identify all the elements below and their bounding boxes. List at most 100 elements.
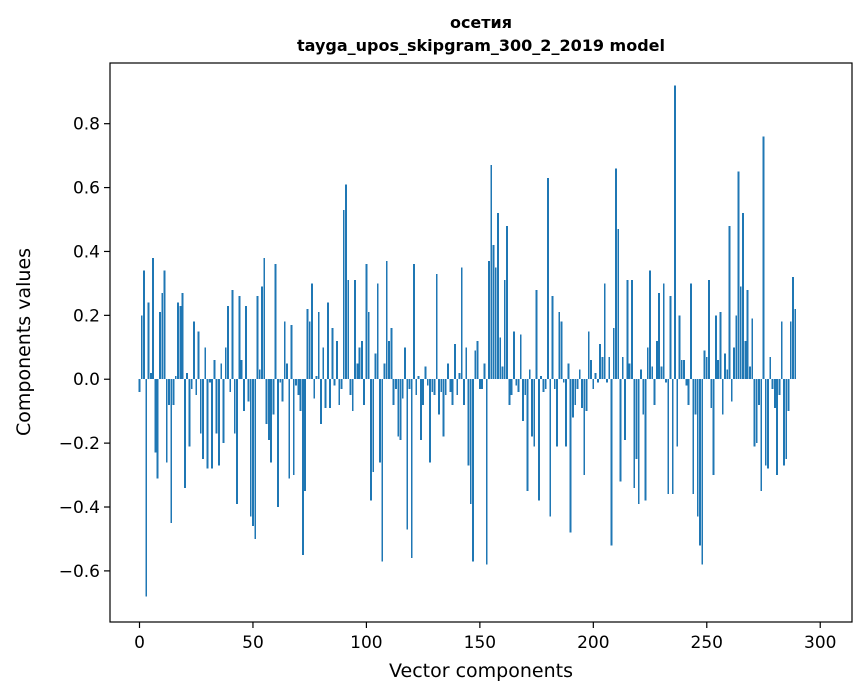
y-tick-label: −0.6	[59, 562, 100, 582]
bar-121	[413, 264, 415, 380]
bar-222	[642, 379, 645, 415]
bar-139	[454, 344, 456, 380]
bar-277	[767, 379, 769, 469]
bar-263	[735, 315, 738, 380]
bar-73	[304, 379, 307, 492]
bar-279	[771, 379, 774, 389]
bar-209	[612, 328, 615, 380]
bar-251	[708, 280, 710, 380]
x-tick-label: 0	[134, 633, 145, 653]
bar-224	[646, 347, 649, 380]
bar-5	[149, 372, 152, 380]
bar-87	[336, 340, 338, 380]
bar-107	[381, 379, 384, 562]
y-tick-label: −0.2	[59, 434, 100, 454]
bar-27	[199, 379, 202, 434]
bar-238	[678, 315, 681, 380]
bar-3	[145, 379, 148, 597]
bar-18	[179, 305, 182, 380]
bar-24	[193, 321, 195, 380]
bar-83	[326, 302, 329, 380]
bar-142	[460, 267, 463, 380]
bar-106	[379, 379, 381, 463]
bar-91	[345, 184, 347, 380]
x-tick-label: 200	[577, 633, 609, 653]
bar-58	[270, 379, 273, 463]
bar-141	[458, 372, 461, 380]
bar-71	[299, 379, 302, 412]
bar-182	[551, 296, 554, 380]
chart-subtitle: tayga_upos_skipgram_300_2_2019 model	[297, 36, 665, 55]
bar-113	[395, 379, 397, 389]
bar-276	[764, 379, 767, 466]
bar-65	[286, 363, 288, 380]
bar-160	[501, 366, 504, 380]
x-tick-label: 50	[242, 633, 264, 653]
bar-7	[154, 379, 157, 453]
bar-203	[599, 344, 602, 380]
y-tick-label: 0.0	[73, 370, 100, 390]
bar-36	[220, 363, 223, 380]
bar-262	[733, 347, 735, 380]
bar-214	[624, 379, 626, 440]
bar-186	[560, 321, 563, 380]
bar-46	[242, 379, 245, 412]
bar-103	[372, 379, 375, 472]
bar-254	[714, 315, 717, 380]
bar-179	[544, 379, 547, 389]
bar-232	[665, 379, 667, 383]
bar-115	[399, 379, 402, 440]
bar-132	[438, 379, 440, 415]
bar-180	[547, 177, 549, 380]
chart-title: осетия	[450, 13, 512, 32]
bar-218	[633, 379, 636, 488]
bar-6	[152, 257, 155, 380]
bar-189	[567, 363, 570, 380]
x-axis-ticks: 0 50 100 150 200 250 300	[134, 622, 836, 653]
bar-33	[213, 360, 216, 380]
bar-41	[231, 289, 234, 380]
bar-129	[431, 379, 434, 393]
bar-230	[660, 366, 663, 380]
bar-118	[406, 379, 409, 530]
bar-237	[676, 379, 679, 447]
bar-161	[503, 280, 506, 380]
bar-273	[758, 379, 760, 405]
bar-283	[780, 321, 783, 380]
bar-72	[301, 379, 304, 555]
bar-112	[392, 379, 395, 405]
bar-260	[728, 225, 731, 380]
bar-184	[556, 379, 558, 447]
bar-255	[717, 360, 720, 380]
bar-50	[252, 379, 254, 527]
bar-233	[667, 379, 670, 495]
bar-229	[658, 292, 661, 380]
bar-211	[617, 229, 620, 380]
bar-108	[383, 363, 386, 380]
bar-105	[376, 283, 379, 380]
y-tick-label: 0.8	[73, 115, 100, 135]
bar-124	[419, 379, 422, 440]
y-tick-label: −0.4	[59, 498, 100, 518]
bar-226	[651, 366, 654, 380]
bar-74	[306, 308, 309, 380]
bar-176	[537, 379, 540, 501]
bar-281	[776, 379, 779, 476]
bar-148	[474, 350, 477, 380]
bar-95	[354, 280, 356, 380]
bar-221	[640, 369, 642, 380]
bar-85	[331, 328, 334, 380]
bar-145	[467, 379, 470, 466]
bar-60	[274, 264, 277, 380]
bar-31	[208, 379, 211, 383]
bar-264	[737, 171, 740, 380]
bar-28	[202, 379, 204, 460]
bar-30	[206, 379, 209, 469]
bar-66	[288, 379, 291, 479]
bar-215	[626, 280, 629, 380]
bar-220	[637, 379, 640, 504]
bar-155	[490, 165, 493, 380]
bar-181	[549, 379, 552, 517]
bar-154	[488, 261, 490, 380]
y-tick-label: 0.2	[73, 306, 100, 326]
